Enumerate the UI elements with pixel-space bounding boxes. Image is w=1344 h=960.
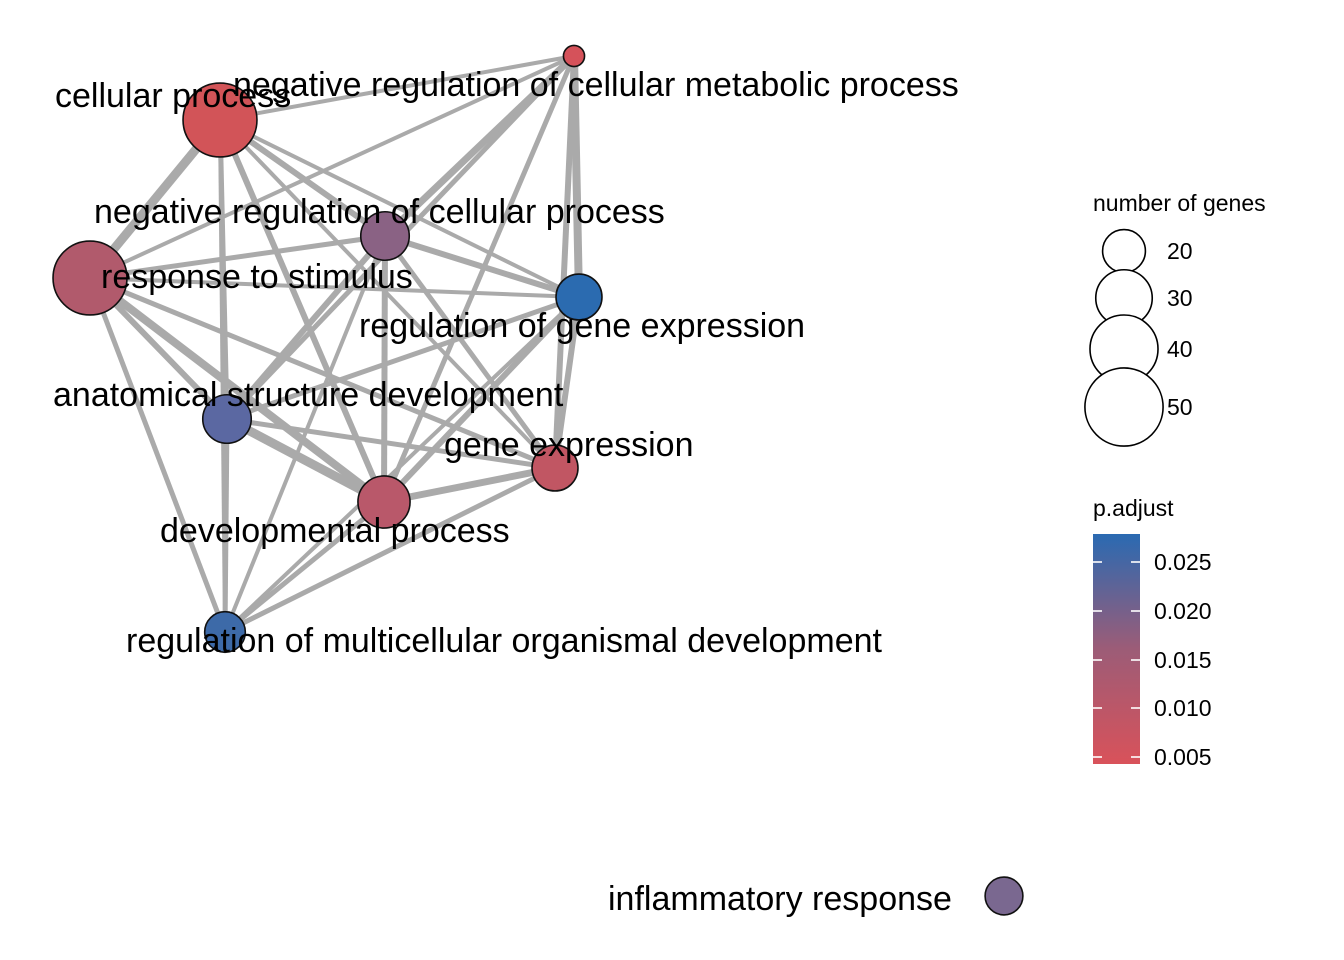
size-legend: number of genes 20 30 40 50: [1084, 190, 1266, 447]
node-label: inflammatory response: [608, 880, 952, 918]
edge-n3-n9: [223, 235, 387, 633]
color-tick-label: 0.025: [1154, 549, 1212, 575]
edge-n4-n5: [89, 276, 580, 299]
edge-n1-n5: [219, 118, 580, 299]
edge-n4-n8: [87, 274, 387, 506]
edge-n4-n7: [89, 275, 556, 471]
edge-n4-n9: [87, 277, 228, 633]
edge-layer: [86, 53, 583, 635]
node-n9[interactable]: [203, 610, 247, 654]
edge-n5-n9: [223, 295, 581, 634]
edge-n7-n8: [383, 464, 556, 506]
edge-n6-n9: [222, 418, 230, 633]
color-tick-label: 0.005: [1154, 744, 1212, 770]
edge-n3-n5: [384, 233, 580, 300]
node-n2[interactable]: [562, 44, 586, 68]
node-n3[interactable]: [359, 210, 411, 262]
edge-n2-n7: [552, 55, 577, 469]
edge-n2-n8: [381, 55, 577, 503]
color-tick-label: 0.015: [1154, 647, 1212, 673]
size-legend-label: 30: [1167, 285, 1193, 311]
color-bar: [1093, 534, 1140, 764]
node-n5[interactable]: [555, 273, 603, 321]
node-n1[interactable]: [182, 82, 258, 158]
color-legend-title: p.adjust: [1093, 495, 1174, 521]
edge-n2-n4: [89, 54, 575, 280]
node-label: negative regulation of cellular process: [94, 193, 665, 231]
node-layer: [52, 44, 1024, 916]
node-label: gene expression: [444, 426, 694, 464]
node-label: cellular process: [55, 77, 291, 115]
edge-n8-n9: [223, 500, 386, 634]
node-label: response to stimulus: [101, 258, 413, 296]
edge-n6-n7: [226, 416, 556, 471]
edge-n3-n6: [224, 234, 388, 421]
edge-n6-n8: [224, 415, 387, 506]
edge-n5-n6: [226, 294, 580, 422]
node-label: regulation of multicellular organismal d…: [126, 622, 883, 660]
edge-n3-n7: [382, 234, 558, 470]
edge-n3-n8: [381, 235, 388, 503]
edge-n5-n7: [552, 296, 582, 469]
node-label: anatomical structure development: [53, 376, 564, 414]
node-n6[interactable]: [201, 393, 253, 445]
node-n4[interactable]: [52, 240, 128, 316]
size-legend-label: 50: [1167, 394, 1193, 420]
node-label: regulation of gene expression: [359, 307, 805, 345]
color-tick-label: 0.010: [1154, 695, 1212, 721]
node-label: developmental process: [160, 512, 510, 550]
color-tick-label: 0.020: [1154, 598, 1212, 624]
size-legend-circle: [1084, 367, 1164, 447]
node-n8[interactable]: [357, 475, 411, 529]
edge-n1-n2: [219, 54, 575, 122]
size-legend-label: 40: [1167, 336, 1193, 362]
edge-n3-n4: [89, 233, 386, 281]
node-label: negative regulation of cellular metaboli…: [233, 66, 959, 104]
size-legend-title: number of genes: [1093, 190, 1266, 216]
edge-n7-n9: [223, 465, 557, 635]
color-legend: p.adjust 0.025 0.020 0.015 0.010 0.005: [1093, 495, 1212, 770]
size-legend-circle: [1101, 228, 1147, 274]
node-n7[interactable]: [531, 444, 579, 492]
node-n10[interactable]: [984, 876, 1024, 916]
edge-n5-n8: [381, 294, 582, 505]
size-legend-label: 20: [1167, 238, 1193, 264]
